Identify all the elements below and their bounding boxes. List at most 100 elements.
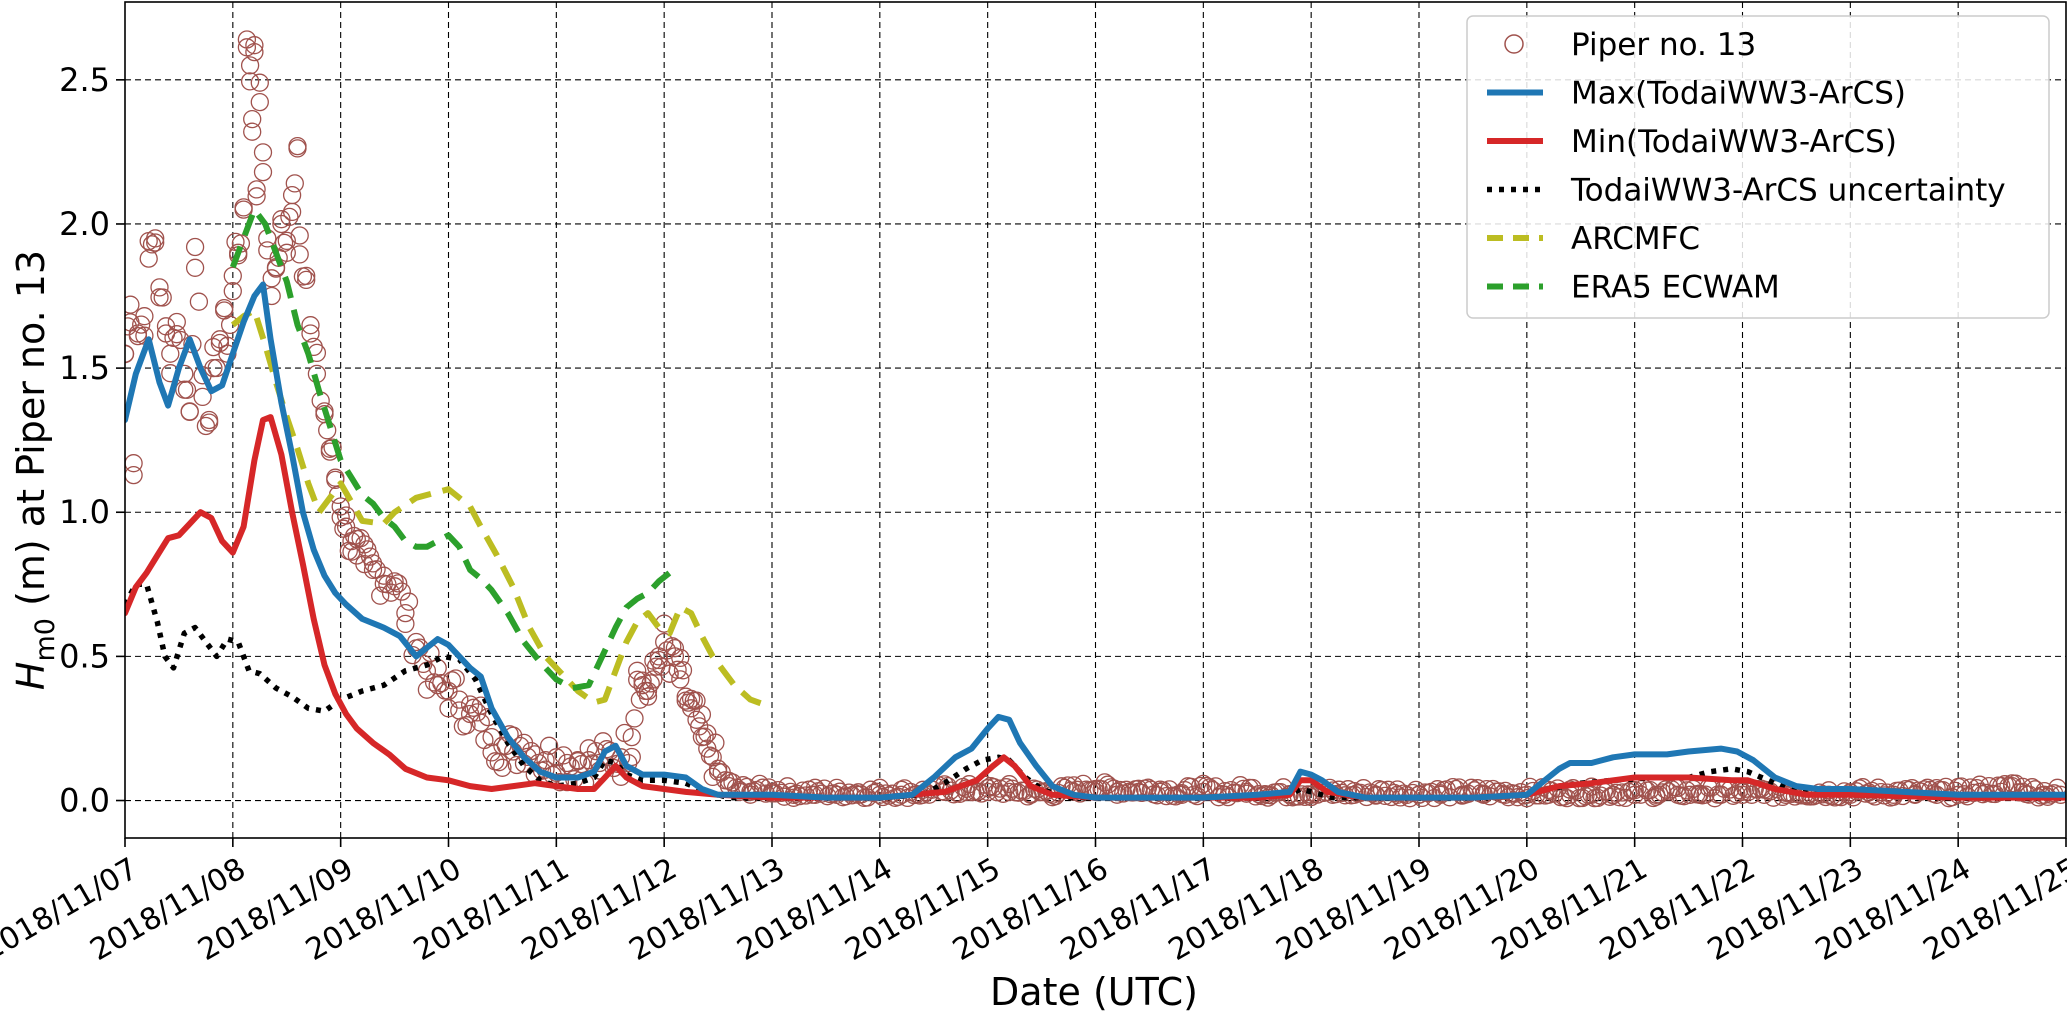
y-axis: 0.0 0.5 1.0 1.5 2.0 2.5 bbox=[59, 61, 125, 820]
observation-point bbox=[288, 136, 307, 156]
observation-point bbox=[633, 671, 652, 690]
observation-point bbox=[692, 727, 712, 747]
observation-point bbox=[125, 295, 140, 314]
observation-point bbox=[692, 705, 712, 724]
observation-point bbox=[1668, 785, 1687, 804]
observation-point bbox=[399, 592, 419, 611]
observation-point bbox=[199, 410, 219, 430]
observation-point bbox=[297, 270, 316, 290]
observation-point bbox=[681, 699, 701, 718]
observation-point bbox=[1607, 783, 1626, 802]
observation-point bbox=[282, 185, 302, 205]
legend: Piper no. 13 Max(TodaiWW3-ArCS) Min(TodaiW… bbox=[1466, 15, 2050, 319]
observation-point bbox=[557, 753, 577, 773]
observation-point bbox=[673, 661, 693, 680]
observation-point bbox=[161, 344, 180, 363]
observation-point bbox=[579, 739, 598, 758]
observation-point bbox=[331, 497, 350, 516]
observation-point bbox=[428, 676, 447, 695]
legend-marker bbox=[1504, 34, 1524, 54]
observation-point bbox=[1557, 788, 1577, 808]
observation-point bbox=[457, 716, 476, 735]
observation-point bbox=[824, 784, 843, 803]
legend-item: Max(TodaiWW3-ArCS) bbox=[1487, 76, 1906, 112]
observation-point bbox=[323, 438, 342, 457]
observation-point bbox=[336, 506, 356, 525]
observation-point bbox=[665, 639, 685, 658]
observation-point bbox=[285, 174, 304, 193]
observation-point bbox=[272, 214, 291, 234]
observation-point bbox=[125, 317, 137, 336]
observation-point bbox=[253, 143, 273, 162]
observation-point bbox=[156, 324, 176, 343]
observation-point bbox=[1003, 779, 1022, 798]
y-tick-label: 0.0 bbox=[59, 782, 110, 820]
observation-point bbox=[708, 762, 728, 781]
observation-point bbox=[676, 687, 695, 706]
y-tick-label: 2.5 bbox=[59, 61, 110, 99]
observation-point bbox=[351, 529, 370, 548]
legend-item: Piper no. 13 bbox=[1504, 27, 1756, 63]
observation-point bbox=[655, 632, 674, 652]
observation-point bbox=[132, 315, 151, 334]
observation-point bbox=[301, 316, 320, 335]
y-axis-title-subscript: m0 bbox=[30, 618, 61, 661]
observation-point bbox=[234, 200, 253, 219]
observation-point bbox=[315, 402, 334, 421]
observation-point bbox=[385, 572, 404, 591]
observation-point bbox=[326, 468, 345, 487]
observation-point bbox=[247, 180, 266, 199]
observation-point bbox=[442, 671, 462, 690]
y-tick-label: 2.0 bbox=[59, 205, 110, 243]
observation-point bbox=[135, 307, 154, 326]
legend-label: Min(TodaiWW3-ArCS) bbox=[1571, 124, 1897, 160]
observation-point bbox=[687, 710, 706, 729]
observation-point bbox=[363, 560, 383, 580]
observation-point bbox=[150, 278, 169, 297]
observation-point bbox=[371, 586, 390, 605]
y-axis-title-rest: (m) at Piper no. 13 bbox=[9, 250, 53, 618]
observation-point bbox=[204, 358, 223, 378]
observation-point bbox=[378, 575, 397, 594]
y-tick-label: 1.5 bbox=[59, 349, 110, 387]
observation-point bbox=[1656, 780, 1675, 799]
observation-point bbox=[392, 582, 411, 601]
legend-label: ERA5 ECWAM bbox=[1571, 270, 1780, 306]
observation-point bbox=[638, 681, 658, 701]
observation-point bbox=[493, 758, 512, 777]
legend-label: Max(TodaiWW3-ArCS) bbox=[1571, 76, 1906, 112]
observation-point bbox=[262, 269, 281, 288]
observation-point bbox=[997, 778, 1016, 797]
observation-point bbox=[547, 748, 566, 767]
observation-point bbox=[139, 249, 158, 268]
observation-point bbox=[247, 187, 266, 206]
observation-point bbox=[450, 690, 469, 709]
series-line-era5-ecwam bbox=[229, 206, 682, 692]
observation-point bbox=[1711, 785, 1731, 804]
observation-point bbox=[223, 281, 242, 301]
observation-point bbox=[1394, 784, 1413, 803]
series-line-arcmfc bbox=[230, 307, 768, 709]
observation-point bbox=[668, 660, 687, 679]
observation-point bbox=[1363, 784, 1382, 803]
observation-point bbox=[272, 210, 291, 229]
observation-point bbox=[1733, 785, 1752, 804]
observation-point bbox=[146, 233, 165, 252]
observation-point bbox=[568, 751, 588, 770]
observation-point bbox=[146, 229, 165, 248]
observation-point bbox=[125, 344, 135, 363]
observation-point bbox=[389, 574, 408, 593]
observation-point bbox=[396, 603, 415, 623]
series-line-max-todaiww3-arcs bbox=[125, 281, 2066, 801]
y-axis-title-symbol: H bbox=[9, 662, 53, 691]
observation-point bbox=[1600, 787, 1620, 806]
observation-point bbox=[471, 713, 490, 732]
observation-point bbox=[240, 56, 260, 75]
observation-point bbox=[290, 226, 309, 245]
observation-point bbox=[660, 664, 679, 683]
observation-point bbox=[223, 266, 242, 286]
observation-point bbox=[185, 237, 205, 257]
observation-point bbox=[539, 736, 559, 755]
observation-point bbox=[978, 782, 997, 802]
